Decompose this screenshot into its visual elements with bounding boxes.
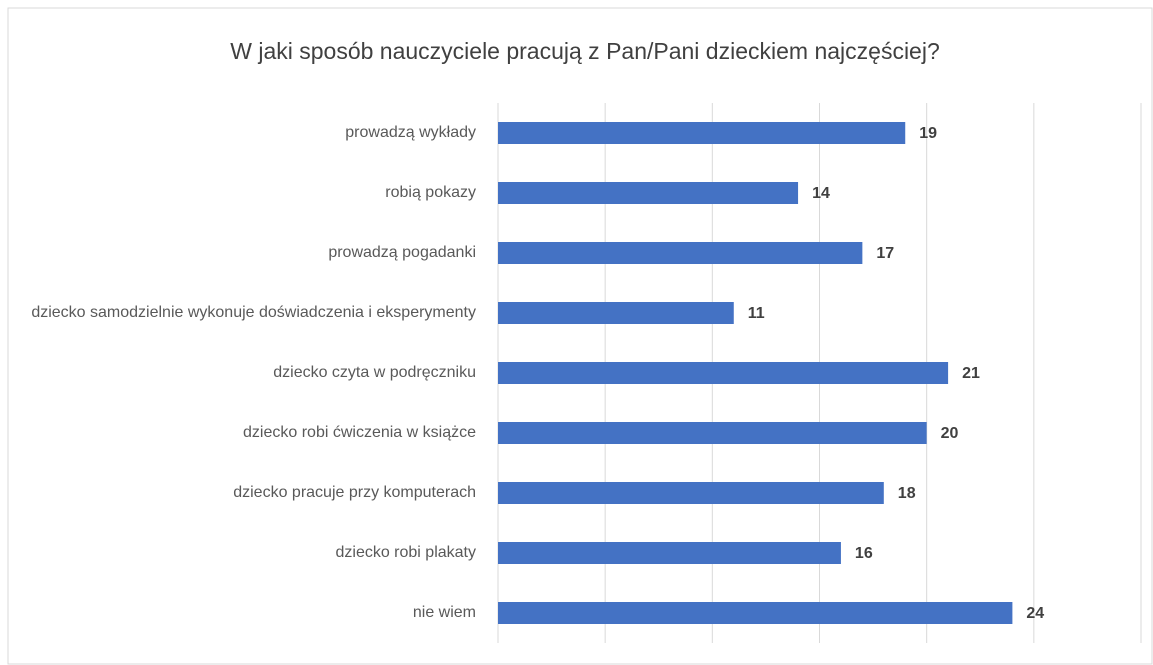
value-label: 14: [812, 185, 830, 202]
bar: [498, 542, 841, 564]
category-text: prowadzą wykłady: [345, 124, 476, 141]
bar: [498, 362, 949, 384]
category-text: dziecko pracuje przy komputerach: [233, 484, 476, 501]
bar: [498, 122, 906, 144]
y-tick-label: prowadzą wykłady: [10, 103, 476, 163]
value-label: 21: [962, 365, 980, 382]
category-text: dziecko czyta w podręczniku: [273, 364, 476, 381]
value-label: 16: [855, 545, 873, 562]
y-tick-label: dziecko samodzielnie wykonuje doświadcze…: [10, 283, 476, 343]
category-text: dziecko robi ćwiczenia w książce: [243, 424, 476, 441]
value-label: 11: [748, 305, 765, 322]
category-text: dziecko robi plakaty: [335, 544, 476, 561]
value-label: 18: [898, 485, 916, 502]
value-label: 17: [876, 245, 894, 262]
bar: [498, 422, 927, 444]
y-tick-label: dziecko robi plakaty: [10, 523, 476, 583]
bar: [498, 302, 734, 324]
y-tick-label: prowadzą pogadanki: [10, 223, 476, 283]
y-tick-label: nie wiem: [10, 583, 476, 643]
y-tick-label: dziecko czyta w podręczniku: [10, 343, 476, 403]
value-label: 19: [919, 125, 937, 142]
bar: [498, 182, 799, 204]
category-text: nie wiem: [412, 604, 476, 621]
value-label: 24: [1026, 605, 1044, 622]
category-text: prowadzą pogadanki: [328, 244, 476, 261]
y-tick-label: dziecko robi ćwiczenia w książce: [10, 403, 476, 463]
bar: [498, 602, 1013, 624]
category-text: robią pokazy: [385, 184, 476, 201]
category-text: dziecko samodzielnie wykonuje doświadcze…: [31, 304, 476, 321]
bar: [498, 482, 884, 504]
y-tick-label: robią pokazy: [10, 163, 476, 223]
value-label: 20: [941, 425, 959, 442]
chart-title: W jaki sposób nauczyciele pracują z Pan/…: [230, 38, 940, 64]
bar: [498, 242, 863, 264]
y-tick-label: dziecko pracuje przy komputerach: [10, 463, 476, 523]
